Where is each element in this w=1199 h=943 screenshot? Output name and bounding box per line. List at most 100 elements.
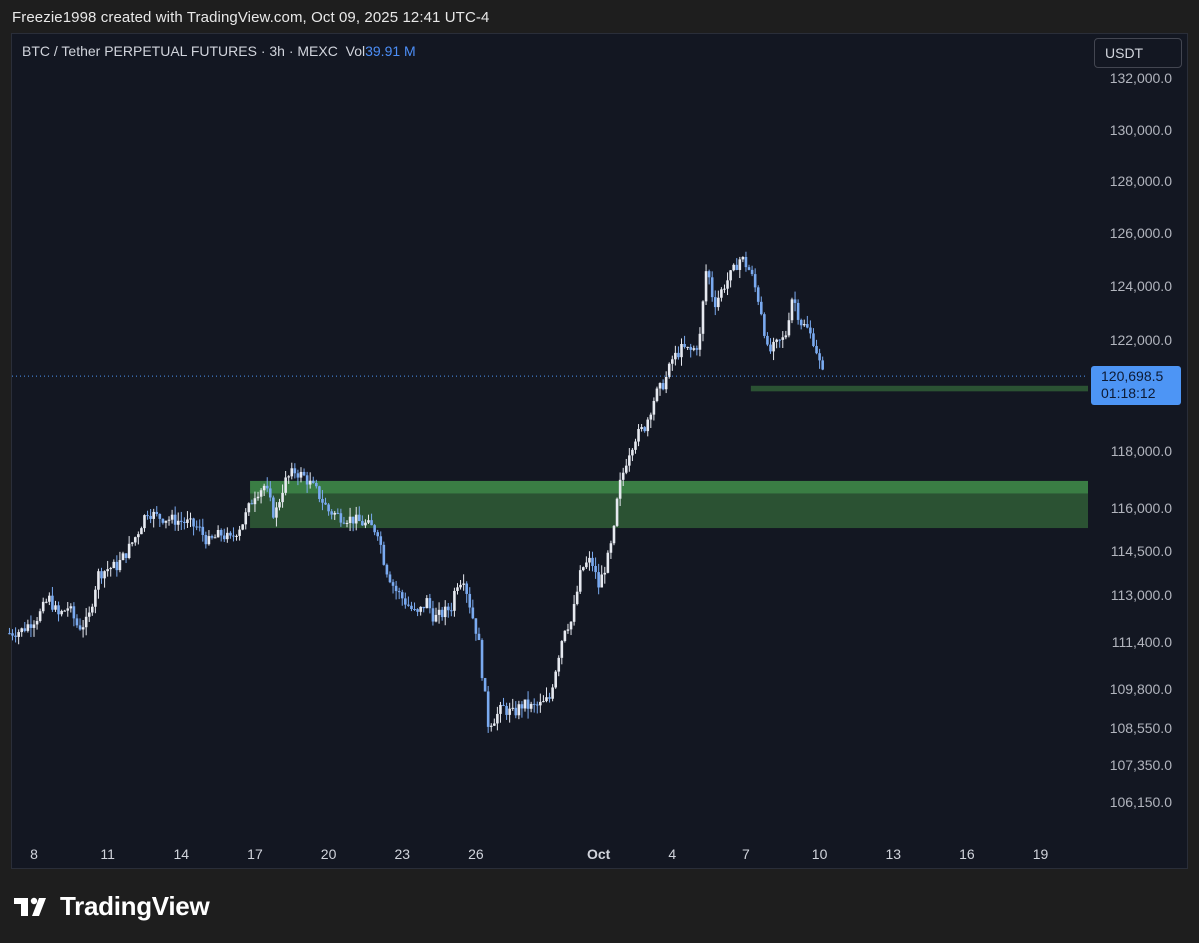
time-tick-label: 4 (668, 846, 676, 862)
candle-body (238, 529, 241, 536)
candle-body (87, 612, 91, 617)
candle-body (698, 333, 702, 350)
candle-body (176, 520, 180, 525)
time-tick-label: 8 (30, 846, 38, 862)
price-tick-label: 113,000.0 (1111, 587, 1172, 603)
candle-body (588, 557, 591, 563)
time-tick-label: Oct (587, 846, 611, 862)
candle-body (354, 514, 358, 524)
price-tick-label: 111,400.0 (1112, 634, 1172, 650)
candle-body (94, 589, 97, 607)
candle-body (735, 264, 739, 270)
candle-body (535, 704, 539, 706)
candle-body (278, 502, 281, 508)
candle-body (744, 256, 748, 268)
candle-body (75, 618, 79, 626)
time-tick-label: 19 (1033, 846, 1049, 862)
candle-body (462, 583, 465, 585)
candle-body (281, 492, 284, 503)
price-tick-label: 109,800.0 (1110, 681, 1172, 697)
time-tick-label: 10 (812, 846, 828, 862)
candle-body (772, 341, 775, 352)
candle-body (434, 614, 438, 622)
candle-body (471, 607, 475, 619)
candle-body (551, 687, 554, 699)
candle-body (69, 606, 73, 609)
candle-body (311, 480, 315, 483)
candle-body (591, 557, 594, 566)
candle-body (692, 348, 696, 350)
candle-body (443, 606, 447, 618)
candle-body (235, 535, 238, 537)
candle-body (78, 625, 82, 630)
candle-body (631, 449, 634, 456)
currency-button[interactable]: USDT (1094, 38, 1182, 68)
candle-body (428, 598, 432, 609)
candle-body (370, 520, 373, 526)
candle-body (818, 353, 821, 361)
candle-body (416, 609, 419, 612)
candle-body (32, 624, 36, 628)
candle-body (57, 605, 60, 615)
candle-body (597, 572, 600, 588)
candle-body (483, 678, 487, 692)
candle-body (112, 561, 116, 569)
candle-body (275, 507, 278, 518)
candle-body (677, 352, 680, 358)
candle-body (404, 598, 407, 605)
candle-body (391, 582, 395, 586)
candle-body (140, 528, 143, 535)
candle-body (775, 339, 778, 342)
price-tick-label: 124,000.0 (1110, 278, 1172, 294)
candle-body (529, 703, 533, 709)
candle-body (514, 707, 518, 716)
candle-body (628, 455, 631, 466)
candle-body (542, 701, 545, 703)
candle-body (124, 553, 128, 558)
candle-body (345, 522, 349, 524)
candle-body (526, 699, 530, 709)
candle-body (572, 604, 576, 622)
candle-body (634, 441, 637, 450)
candle-body (560, 641, 564, 658)
candle-body (213, 537, 217, 539)
candle-body (290, 468, 294, 477)
candle-body (649, 414, 653, 420)
candle-body (348, 516, 352, 523)
candle-body (296, 473, 300, 478)
time-tick-label: 14 (174, 846, 190, 862)
candle-body (364, 522, 367, 526)
symbol-legend[interactable]: BTC / Tether PERPETUAL FUTURES · 3h · ME… (22, 43, 416, 59)
candle-body (302, 471, 306, 476)
candle-body (674, 352, 677, 360)
candle-body (216, 529, 220, 538)
candle-body (637, 428, 640, 442)
time-tick-label: 16 (959, 846, 975, 862)
candle-body (667, 363, 671, 378)
symbol-title[interactable]: BTC / Tether PERPETUAL FUTURES · 3h · ME… (22, 43, 338, 59)
candle-body (446, 606, 450, 611)
chart-caption: Freezie1998 created with TradingView.com… (12, 9, 490, 26)
candle-body (609, 543, 613, 553)
candle-body (118, 560, 122, 571)
candle-body (624, 465, 628, 473)
candle-body (686, 346, 689, 348)
candle-body (373, 525, 376, 533)
chart-frame[interactable] (11, 33, 1188, 869)
candle-body (66, 608, 70, 611)
candle-body (189, 518, 192, 520)
candle-body (799, 319, 803, 326)
candle-body (48, 595, 51, 602)
support-zones (250, 385, 1089, 529)
candle-body (532, 703, 536, 705)
price-tick-label: 107,350.0 (1110, 757, 1172, 773)
tradingview-logo[interactable]: TradingView (14, 891, 210, 922)
candle-body (732, 264, 735, 271)
candle-body (54, 605, 57, 610)
candle-body (60, 610, 63, 615)
candle-body (161, 518, 165, 523)
time-tick-label: 17 (247, 846, 263, 862)
candle-body (802, 324, 806, 326)
candle-body (210, 536, 214, 538)
